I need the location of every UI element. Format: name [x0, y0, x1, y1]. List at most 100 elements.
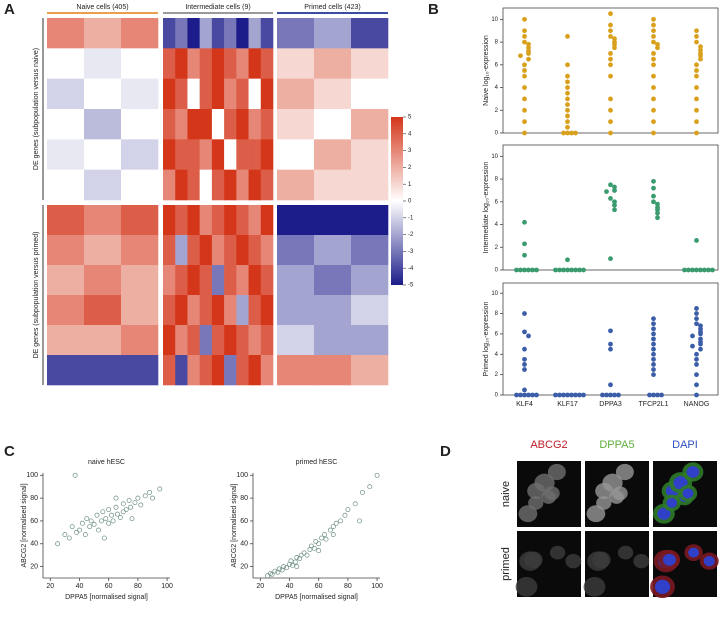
data-point — [522, 107, 527, 113]
heatmap-cell — [211, 78, 225, 110]
data-point — [522, 16, 527, 22]
heatmap-cell — [224, 109, 237, 140]
heatmap-cell — [248, 355, 262, 386]
data-point — [608, 28, 613, 34]
heatmap-cell — [199, 48, 213, 79]
heatmap-cell — [314, 109, 352, 140]
data-point — [608, 196, 613, 201]
y-tick-label: 2 — [495, 245, 499, 251]
cell — [524, 551, 543, 569]
data-point — [284, 565, 290, 571]
data-point — [77, 527, 82, 533]
data-point — [651, 367, 656, 372]
heatmap-cell — [224, 48, 237, 79]
data-point — [518, 392, 523, 398]
heatmap-cell — [211, 235, 225, 266]
x-tick-label: 20 — [256, 583, 264, 590]
colorbar-tick-label: -3 — [408, 249, 414, 255]
data-point — [565, 79, 570, 85]
data-point — [565, 90, 570, 96]
data-point — [534, 267, 539, 273]
y-tick-label: 0 — [495, 131, 499, 137]
data-point — [522, 28, 527, 34]
data-point — [522, 362, 527, 367]
data-point — [138, 502, 144, 508]
data-point — [522, 34, 527, 39]
data-point — [710, 267, 715, 273]
data-point — [651, 362, 656, 367]
data-point — [659, 392, 664, 398]
data-point — [698, 56, 703, 62]
data-point — [600, 392, 605, 398]
y-tick-label: 8 — [495, 177, 499, 183]
heatmap-cell — [277, 48, 315, 79]
data-point — [651, 351, 656, 357]
heatmap-cell — [47, 295, 85, 326]
data-point — [526, 392, 531, 398]
data-point — [113, 495, 119, 501]
chart-title: naive hESC — [88, 459, 125, 466]
y-axis-label: Intermediate log₁₀-expression — [483, 162, 490, 254]
data-point — [269, 572, 275, 578]
heatmap-cell — [163, 325, 176, 356]
data-point — [518, 267, 523, 273]
data-point — [612, 202, 617, 208]
heatmap-cell — [47, 325, 85, 356]
heatmap-cell — [224, 18, 237, 49]
data-point — [698, 47, 703, 53]
data-point — [289, 562, 295, 568]
data-point — [288, 558, 294, 564]
x-tick-label: KLF4 — [516, 401, 533, 408]
heatmap-cell — [84, 139, 122, 170]
data-point — [522, 39, 527, 45]
x-tick-label: 40 — [286, 583, 294, 590]
x-tick-label: 60 — [315, 583, 323, 590]
data-point — [608, 119, 613, 125]
heatmap-cell — [47, 265, 85, 296]
data-point — [522, 329, 527, 335]
heatmap-cell — [236, 109, 249, 140]
x-tick-label: KLF17 — [557, 401, 578, 408]
data-point — [526, 56, 531, 62]
data-point — [342, 512, 348, 518]
data-point — [651, 62, 656, 68]
heatmap-cell — [187, 295, 200, 326]
heatmap-cell — [314, 295, 352, 326]
heatmap-cell — [277, 265, 315, 296]
colorbar — [391, 117, 403, 285]
data-point — [304, 552, 310, 558]
nucleus — [682, 488, 694, 499]
data-point — [281, 564, 287, 570]
data-point — [84, 516, 90, 522]
data-point — [651, 130, 656, 136]
y-tick-label: 20 — [30, 563, 38, 570]
data-point — [698, 44, 703, 50]
data-point — [128, 504, 134, 510]
heatmap-cell — [175, 235, 188, 266]
heatmap-cell — [314, 265, 352, 296]
heatmap-cell — [236, 235, 249, 266]
data-point — [135, 495, 141, 501]
heatmap-cell — [248, 139, 262, 170]
data-point — [526, 267, 531, 273]
data-point — [565, 73, 570, 79]
y-axis-label: ABCG2 [normalised signal] — [231, 483, 238, 567]
heatmap-cell — [199, 109, 213, 140]
y-tick-label: 6 — [495, 199, 499, 205]
data-point — [651, 16, 656, 22]
data-point — [608, 11, 613, 17]
data-point — [608, 382, 613, 388]
heatmap-cell — [121, 18, 159, 49]
heatmap-cell — [351, 48, 389, 79]
heatmap-cell — [224, 355, 237, 386]
data-point — [94, 512, 100, 518]
heatmap-cell — [163, 169, 176, 201]
cell — [565, 554, 582, 569]
heatmap-cell — [277, 109, 315, 140]
data-point — [651, 51, 656, 56]
heatmap-cell — [175, 139, 188, 170]
data-point — [612, 392, 617, 398]
heatmap-cell — [199, 265, 213, 296]
data-point — [526, 51, 531, 56]
cell — [633, 554, 650, 569]
